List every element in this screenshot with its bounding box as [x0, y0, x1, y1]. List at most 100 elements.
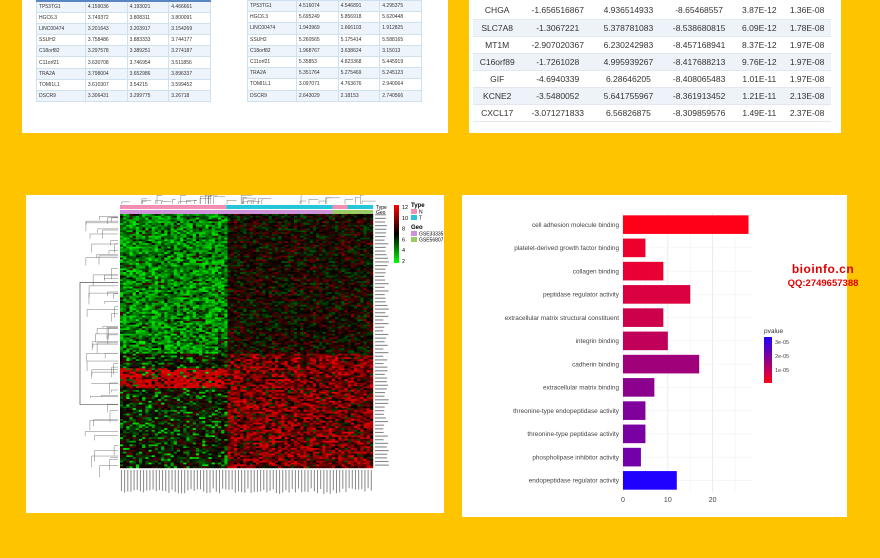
- heatmap-cell: [300, 310, 304, 313]
- heatmap-cell: [284, 272, 288, 275]
- heatmap-cell: [322, 237, 326, 240]
- heatmap-cell: [240, 223, 244, 226]
- table-cell: 2.940064: [379, 78, 422, 91]
- heatmap-cell: [180, 292, 184, 295]
- heatmap-cell: [278, 281, 282, 284]
- heatmap-cell: [344, 304, 348, 307]
- heatmap-cell: [274, 304, 279, 307]
- heatmap-cell: [312, 261, 317, 264]
- heatmap-cell: [360, 262, 364, 265]
- heatmap-cell: [328, 235, 333, 238]
- heatmap-cell: [192, 313, 197, 316]
- heatmap-cell: [129, 301, 133, 304]
- column-dendrogram-branch: [200, 195, 212, 204]
- heatmap-cell: [176, 219, 181, 222]
- heatmap-cell: [230, 214, 235, 217]
- heatmap-cell: [224, 301, 228, 304]
- heatmap-cell: [274, 239, 279, 242]
- heatmap-cell: [183, 301, 187, 304]
- heatmap-cell: [335, 277, 339, 280]
- heatmap-cell: [246, 224, 250, 227]
- heatmap-cell: [344, 228, 348, 231]
- heatmap-cell: [120, 315, 124, 318]
- heatmap-cell: [120, 262, 124, 265]
- heatmap-cell: [214, 239, 219, 242]
- heatmap-cell: [164, 226, 168, 229]
- heatmap-cell: [259, 302, 263, 305]
- heatmap-cell: [183, 277, 187, 280]
- heatmap-cell: [161, 233, 165, 236]
- heatmap-cell: [214, 270, 219, 273]
- heatmap-cell: [138, 214, 143, 217]
- heatmap-cell: [227, 295, 231, 298]
- heatmap-cell: [189, 311, 193, 314]
- heatmap-cell: [148, 226, 152, 229]
- heatmap-cell: [357, 246, 361, 249]
- heatmap-cell: [208, 277, 212, 280]
- heatmap-cell: [246, 319, 250, 322]
- heatmap-cell: [132, 239, 137, 242]
- heatmap-cell: [208, 284, 212, 287]
- heatmap-cell: [325, 246, 329, 249]
- differential-gene-table: CHGA -1.656516867 4.936514933 -8.65468557 3.…: [473, 2, 831, 122]
- heatmap-cell: [211, 268, 216, 271]
- heatmap-cell: [303, 217, 307, 220]
- heatmap-cell: [161, 270, 165, 273]
- heatmap-cell: [233, 259, 238, 262]
- heatmap-cell: [366, 255, 371, 258]
- heatmap-cell: [265, 311, 269, 314]
- heatmap-cell: [243, 246, 247, 249]
- heatmap-cell: [281, 266, 285, 269]
- heatmap-cell: [319, 226, 323, 229]
- heatmap-cell: [350, 252, 355, 255]
- heatmap-cell: [297, 282, 301, 285]
- heatmap-cell: [319, 266, 323, 269]
- heatmap-cell: [180, 226, 184, 229]
- heatmap-cell: [167, 237, 171, 240]
- heatmap-cell: [287, 223, 291, 226]
- heatmap-cell: [300, 282, 304, 285]
- heatmap-cell: [202, 237, 206, 240]
- heatmap-cell: [316, 319, 320, 322]
- heatmap-cell: [246, 264, 250, 267]
- heatmap-cell: [142, 302, 146, 305]
- heatmap-cell: [176, 244, 181, 247]
- heatmap-cell: [173, 270, 178, 273]
- heatmap-cell: [363, 272, 367, 275]
- heatmap-cell: [123, 221, 127, 224]
- heatmap-cell: [322, 266, 326, 269]
- heatmap-cell: [243, 275, 247, 278]
- column-dendrogram-branch: [261, 199, 264, 204]
- heatmap-cell: [132, 224, 137, 227]
- heatmap-cell: [183, 302, 187, 305]
- heatmap-cell: [126, 244, 130, 247]
- heatmap-cell: [290, 264, 295, 267]
- heatmap-cell: [167, 273, 171, 276]
- heatmap-cell: [123, 311, 127, 314]
- heatmap-cell: [237, 266, 241, 269]
- heatmap-cell: [240, 232, 244, 235]
- heatmap-cell: [312, 248, 317, 251]
- heatmap-cell: [246, 286, 250, 289]
- heatmap-cell: [208, 217, 212, 220]
- heatmap-cell: [354, 224, 358, 227]
- heatmap-cell: [246, 221, 250, 224]
- heatmap-cell: [360, 241, 364, 244]
- heatmap-cell: [195, 232, 200, 235]
- heatmap-cell: [297, 214, 301, 217]
- table-row: LINC00474 1.943969 1.666103 1.912825: [247, 22, 422, 35]
- heatmap-cell: [167, 214, 171, 217]
- heatmap-cell: [246, 284, 250, 287]
- heatmap-cell: [265, 243, 269, 246]
- heatmap-cell: [306, 248, 310, 251]
- heatmap-cell: [233, 262, 238, 265]
- heatmap-cell: [287, 277, 291, 280]
- heatmap-cell: [233, 217, 238, 220]
- heatmap-cell: [138, 217, 143, 220]
- heatmap-cell: [123, 304, 127, 307]
- heatmap-cell: [357, 230, 361, 233]
- heatmap-cell: [246, 259, 250, 262]
- heatmap-cell: [218, 293, 222, 296]
- heatmap-cell: [173, 290, 178, 293]
- heatmap-cell: [164, 243, 168, 246]
